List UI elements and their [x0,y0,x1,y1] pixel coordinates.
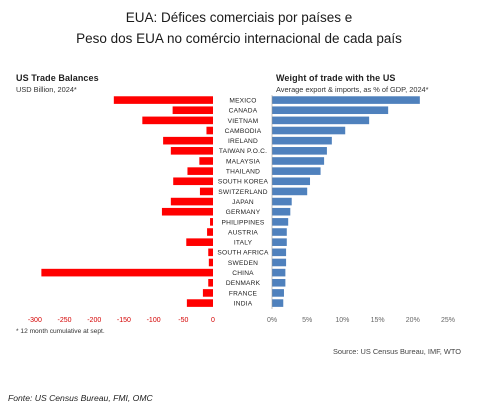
right-bar-italy [272,238,287,246]
main-title-line-2: Peso dos EUA no comércio internacional d… [76,31,402,46]
main-title-line-1: EUA: Défices comerciais por países e [125,10,353,25]
right-bar-germany [272,207,291,216]
left-bar-malaysia [199,157,213,165]
right-tick-label: 0% [267,317,277,324]
left-bar-thailand [187,167,213,175]
left-bar-austria [207,228,213,236]
right-axis-ticks: 0% 5% 10% 15% 20% 25% [267,317,455,324]
country-label-taiwan-p-o-c: TAIWAN P.O.C. [219,148,267,155]
left-bar-sweden [208,258,213,267]
left-bar-vietnam [142,116,213,125]
right-bar-south-korea [272,177,311,186]
right-bar-france [272,289,284,297]
left-tick-label: -50 [178,317,188,324]
right-bar-vietnam [272,116,370,125]
left-bar-south-korea [173,177,213,186]
source-note: Source: US Census Bureau, IMF, WTO [333,347,462,356]
left-chart-footnote: * 12 month cumulative at sept. [16,328,105,335]
country-label-france: FRANCE [229,290,258,297]
right-bar-thailand [272,167,321,175]
right-tick-label: 5% [302,317,312,324]
right-bar-ireland [272,136,332,145]
country-label-vietnam: VIETNAM [228,118,259,125]
right-bar-china [272,268,286,277]
country-labels-group: MEXICO CANADA VIETNAM CAMBODIA IRELAND TAIWAN… [217,97,269,307]
country-label-india: INDIA [234,300,253,307]
right-tick-label: 10% [335,317,349,324]
right-bar-sweden [272,258,287,267]
left-bar-philippines [210,218,213,226]
left-tick-label: -300 [28,317,42,324]
country-label-south-africa: SOUTH AFRICA [217,250,269,257]
right-bar-taiwan-p-o-c [272,147,327,155]
left-bar-india [186,299,213,307]
country-label-china: CHINA [232,270,254,277]
right-chart-title: Weight of trade with the US [276,73,396,83]
country-label-germany: GERMANY [226,209,261,216]
right-bar-denmark [272,278,286,287]
left-bar-japan [170,197,213,206]
left-tick-label: -150 [117,317,131,324]
left-bar-denmark [208,278,213,287]
left-bar-mexico [113,96,213,104]
left-bar-ireland [163,136,213,145]
right-bar-india [272,299,284,307]
country-label-switzerland: SWITZERLAND [218,189,267,196]
right-tick-label: 20% [406,317,420,324]
left-tick-label: -100 [147,317,161,324]
country-label-ireland: IRELAND [228,138,258,145]
right-bar-mexico [272,96,420,104]
left-bar-cambodia [206,126,213,135]
country-label-mexico: MEXICO [229,97,256,104]
left-bar-switzerland [199,187,213,196]
right-bar-switzerland [272,187,308,196]
country-label-sweden: SWEDEN [228,260,258,267]
right-bar-philippines [272,218,289,226]
left-bar-italy [186,238,213,246]
right-bar-canada [272,106,389,115]
right-tick-label: 15% [371,317,385,324]
right-chart-subtitle: Average export & imports, as % of GDP, 2… [276,85,429,94]
right-bar-south-africa [272,248,287,257]
left-chart-subtitle: USD Billion, 2024* [16,85,77,94]
left-bar-france [202,289,213,297]
country-label-malaysia: MALAYSIA [226,158,260,165]
country-label-south-korea: SOUTH KOREA [218,179,269,186]
right-bar-japan [272,197,292,206]
left-tick-label: -250 [58,317,72,324]
country-label-denmark: DENMARK [226,280,261,287]
country-label-philippines: PHILIPPINES [222,219,265,226]
left-bar-germany [161,207,213,216]
left-chart-title: US Trade Balances [16,73,99,83]
left-bar-south-africa [208,248,213,257]
left-bar-canada [172,106,213,115]
right-bar-malaysia [272,157,325,165]
right-tick-label: 25% [441,317,455,324]
country-label-thailand: THAILAND [226,169,260,176]
country-label-canada: CANADA [229,108,258,115]
left-bar-taiwan-p-o-c [170,147,213,155]
left-axis-ticks: -300 -250 -200 -150 -100 -50 0 [28,317,215,324]
right-bar-cambodia [272,126,346,135]
left-tick-label: -200 [87,317,101,324]
left-tick-label: 0 [211,317,215,324]
left-bar-china [41,268,213,277]
right-bar-austria [272,228,287,236]
country-label-italy: ITALY [234,240,253,247]
country-label-japan: JAPAN [232,199,254,206]
country-label-cambodia: CAMBODIA [225,128,262,135]
country-label-austria: AUSTRIA [228,229,258,236]
fonte-note: Fonte: US Census Bureau, FMI, OMC [8,393,153,403]
right-bars-group [272,96,420,307]
left-bars-group [41,96,213,307]
